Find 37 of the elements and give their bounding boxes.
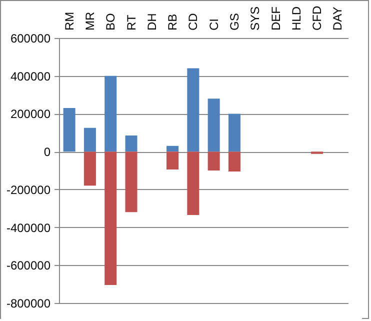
bar xyxy=(84,128,96,152)
x-tick-label: SYS xyxy=(248,6,262,30)
bar xyxy=(187,152,200,215)
y-tick-label: 0 xyxy=(44,145,51,160)
y-tick-label: -600000 xyxy=(6,258,51,273)
x-tick-label: DEF xyxy=(268,6,283,30)
x-tick-label: CFD xyxy=(310,6,324,30)
x-tick-label: BO xyxy=(104,13,118,30)
x-tick-label: RB xyxy=(166,14,180,30)
x-tick-label: CI xyxy=(206,18,221,30)
bar xyxy=(208,152,220,170)
x-tick-label: DAY xyxy=(330,6,345,30)
y-tick-label: -200000 xyxy=(6,182,51,197)
x-tick-label: MR xyxy=(82,12,97,30)
bar xyxy=(208,98,220,152)
bar xyxy=(125,135,138,152)
y-tick-label: 200000 xyxy=(10,107,51,122)
x-tick-label: RM xyxy=(62,12,76,30)
bar xyxy=(187,68,200,152)
y-tick-label: 400000 xyxy=(10,69,51,84)
bar xyxy=(125,152,138,212)
bar xyxy=(166,152,179,170)
y-tick-label: -400000 xyxy=(6,220,51,235)
bar xyxy=(228,114,240,152)
bar xyxy=(104,152,117,286)
x-tick-label: DH xyxy=(144,13,159,30)
x-tick-label: HLD xyxy=(289,6,304,30)
x-tick-label: CD xyxy=(186,12,200,30)
y-tick-label: 600000 xyxy=(10,32,51,46)
x-tick-label: RT xyxy=(124,14,138,30)
bar xyxy=(166,146,179,152)
bar xyxy=(63,108,76,152)
bar xyxy=(228,152,240,172)
x-tick-label: GS xyxy=(227,13,242,30)
bar xyxy=(104,76,117,152)
bar xyxy=(84,152,96,186)
y-tick-label: -800000 xyxy=(6,296,51,310)
